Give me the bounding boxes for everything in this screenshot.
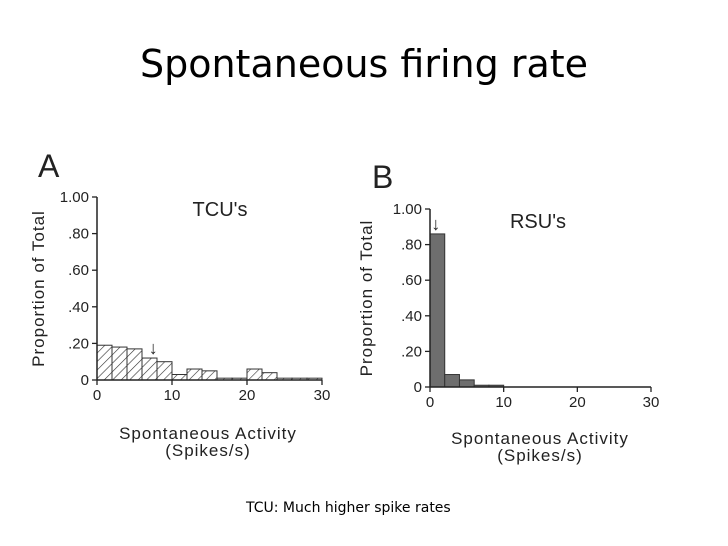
x-axis-label: Spontaneous Activity — [451, 429, 629, 448]
histogram-bar — [156, 361, 173, 381]
panel-b: B RSU's 0 .20 .40 .60 .80 1.00 0 10 20 30 ↓ Proportio… — [357, 159, 659, 465]
y-tick-label: 0 — [414, 379, 422, 396]
histogram-bar — [458, 379, 475, 388]
caption: TCU: Much higher spike rates — [246, 500, 451, 516]
histogram-bar — [261, 372, 278, 381]
histogram-bar — [96, 344, 113, 381]
y-axis-label: Proportion of Total — [29, 210, 48, 367]
panel-label: B — [372, 159, 393, 195]
histogram-bar — [111, 346, 128, 381]
y-tick-label: .60 — [68, 262, 89, 279]
histogram-bar — [141, 357, 158, 381]
arrow-annotation: ↓ — [431, 214, 440, 234]
y-tick-label: 1.00 — [60, 189, 89, 206]
x-axis-label: Spontaneous Activity — [119, 424, 297, 443]
y-tick-label: .80 — [68, 226, 89, 243]
x-axis-unit: (Spikes/s) — [497, 446, 583, 465]
histogram-bar — [246, 368, 263, 381]
y-axis-label: Proportion of Total — [357, 220, 376, 377]
x-tick-label: 30 — [314, 387, 331, 404]
histogram-bar — [186, 368, 203, 381]
x-tick-label: 30 — [643, 394, 660, 411]
y-tick-label: .40 — [401, 308, 422, 325]
x-tick-label: 10 — [164, 387, 181, 404]
slide-title: Spontaneous firing rate — [139, 42, 589, 86]
panel-label: A — [38, 148, 60, 184]
y-tick-label: .80 — [401, 237, 422, 254]
histogram-bar — [429, 233, 446, 388]
histogram-bar — [171, 374, 188, 381]
histogram-bar — [444, 374, 460, 388]
x-tick-label: 0 — [426, 394, 434, 411]
x-tick-label: 20 — [569, 394, 586, 411]
y-tick-label: .40 — [68, 299, 89, 316]
y-tick-label: .20 — [401, 343, 422, 360]
y-tick-label: 0 — [81, 372, 89, 389]
x-tick-label: 0 — [93, 387, 101, 404]
x-axis-unit: (Spikes/s) — [165, 441, 251, 460]
x-tick-label: 20 — [239, 387, 256, 404]
y-tick-label: .60 — [401, 272, 422, 289]
histogram-bar — [201, 370, 218, 381]
arrow-annotation: ↓ — [149, 338, 158, 358]
histogram-bar — [126, 348, 143, 381]
chart-title: RSU's — [510, 211, 566, 233]
panel-a: A TCU's 0 .20 .40 .60 .80 1.00 0 10 20 30 ↓ Proportio… — [29, 148, 330, 460]
y-tick-label: 1.00 — [393, 201, 422, 218]
y-tick-label: .20 — [68, 335, 89, 352]
x-tick-label: 10 — [495, 394, 512, 411]
chart-title: TCU's — [193, 199, 248, 221]
